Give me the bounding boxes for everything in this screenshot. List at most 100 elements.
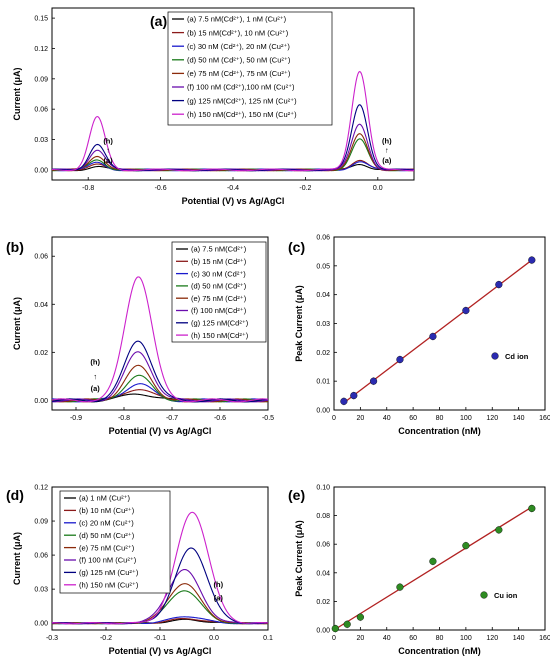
y-tick-label: 0.03 [34, 137, 48, 144]
x-tick-label: -0.9 [70, 415, 82, 422]
y-tick-label: 0.12 [34, 46, 48, 53]
x-tick-label: -0.2 [100, 635, 112, 642]
x-axis-label: Concentration (nM) [398, 426, 481, 436]
y-axis-label: Current (μA) [12, 297, 22, 350]
y-tick-label: 0.08 [316, 513, 330, 520]
legend-marker [480, 591, 488, 599]
legend-entry: (f) 100 nM (Cd²⁺),100 nM (Cu²⁺) [187, 83, 295, 92]
plot-frame [51, 236, 269, 411]
legend-entry: (h) 150 nM (Cu²⁺) [79, 581, 139, 590]
data-point [396, 583, 404, 591]
fit-line [333, 506, 533, 631]
data-point [528, 256, 536, 264]
legend-entry: (f) 100 nM (Cu²⁺) [79, 556, 137, 565]
legend-entry: (a) 7.5 nM(Cd²⁺), 1 nM (Cu²⁺) [187, 15, 287, 24]
series-line [51, 351, 269, 403]
legend-entry: (a) 1 nM (Cu²⁺) [79, 494, 131, 503]
legend-entry: (c) 30 nM (Cd²⁺), 20 nM (Cu²⁺) [187, 42, 290, 51]
x-tick-label: -0.8 [82, 185, 94, 192]
legend-box [59, 490, 171, 594]
y-tick-label: 0.03 [316, 321, 330, 328]
x-tick-label: 80 [436, 415, 444, 422]
x-tick-label: -0.5 [262, 415, 274, 422]
y-tick-label: 0.02 [34, 350, 48, 357]
legend-entry: (e) 75 nM (Cd²⁺) [191, 294, 247, 303]
curve-annotation: (a) [214, 593, 224, 602]
legend-entry: (h) 150 nM(Cd²⁺) [191, 331, 249, 340]
y-axis-label: Current (μA) [12, 67, 22, 120]
x-tick-label: 20 [356, 415, 364, 422]
curve-annotation: (a) [91, 384, 101, 393]
panel-label: (a) [150, 13, 167, 29]
legend-entry: (d) 50 nM (Cd²⁺), 50 nM (Cu²⁺) [187, 56, 291, 65]
data-point [495, 526, 503, 534]
y-axis-label: Peak Current (μA) [294, 285, 304, 362]
x-tick-label: 60 [409, 415, 417, 422]
x-tick-label: 0.1 [263, 635, 273, 642]
curve-annotation: (h) [214, 580, 224, 589]
legend-entry: (d) 50 nM (Cu²⁺) [79, 531, 135, 540]
panel-label: (b) [6, 239, 24, 255]
legend-entry: (g) 125 nM(Cd²⁺), 125 nM (Cu²⁺) [187, 96, 297, 105]
panel-label: (d) [6, 487, 24, 503]
curve-annotation: (h) [382, 137, 392, 146]
x-tick-label: 140 [513, 635, 525, 642]
plot-frame [333, 236, 546, 411]
legend-entry: Cu ion [494, 591, 518, 600]
x-tick-label: 100 [460, 635, 472, 642]
panel-label: (c) [288, 239, 305, 255]
x-tick-label: 0 [332, 415, 336, 422]
x-tick-label: -0.8 [118, 415, 130, 422]
x-tick-label: 100 [460, 415, 472, 422]
legend-entry: (b) 15 nM(Cd²⁺), 10 nM (Cu²⁺) [187, 28, 289, 37]
panel-label: (e) [288, 487, 305, 503]
legend-entry: (c) 20 nM (Cu²⁺) [79, 519, 134, 528]
x-tick-label: 20 [356, 635, 364, 642]
series-line [51, 511, 269, 625]
legend-entry: (h) 150 nM(Cd²⁺), 150 nM (Cu²⁺) [187, 110, 297, 119]
x-tick-label: -0.3 [46, 635, 58, 642]
data-point [429, 557, 437, 565]
legend-entry: (e) 75 nM (Cu²⁺) [79, 543, 135, 552]
y-tick-label: 0.00 [34, 621, 48, 628]
curve-annotation: ↑ [106, 146, 110, 155]
y-tick-label: 0.02 [316, 599, 330, 606]
series-line [51, 104, 415, 172]
data-point [396, 355, 404, 364]
legend-entry: (d) 50 nM (Cd²⁺) [191, 282, 247, 291]
y-tick-label: 0.03 [34, 587, 48, 594]
y-tick-label: 0.02 [316, 350, 330, 357]
data-point [331, 624, 339, 633]
curve-annotation: (a) [104, 156, 114, 165]
data-point [528, 504, 536, 513]
curve-annotation: ↑ [385, 146, 389, 155]
curve-annotation: (h) [103, 137, 113, 146]
x-axis-label: Concentration (nM) [398, 646, 481, 656]
y-tick-label: 0.05 [316, 263, 330, 270]
y-tick-label: 0.10 [316, 485, 330, 492]
data-point [462, 306, 470, 315]
x-tick-label: -0.7 [166, 415, 178, 422]
data-point [495, 280, 503, 289]
x-tick-label: 160 [539, 635, 550, 642]
y-tick-label: 0.01 [316, 379, 330, 386]
series-line [51, 276, 269, 403]
y-tick-label: 0.06 [316, 542, 330, 549]
x-tick-label: 120 [486, 635, 498, 642]
panel-c: 0 20 40 60 80 100 120 140 160 0.00 0.01 0.02 0.03 0.0… [288, 235, 550, 437]
y-tick-label: 0.00 [316, 408, 330, 415]
legend-box [167, 11, 333, 126]
x-tick-label: -0.4 [227, 185, 239, 192]
legend-entry: Cd ion [505, 352, 529, 361]
y-tick-label: 0.12 [34, 485, 48, 492]
series-line [51, 590, 269, 625]
data-point [462, 542, 470, 550]
x-tick-label: 140 [513, 415, 525, 422]
y-tick-label: 0.09 [34, 76, 48, 83]
y-tick-label: 0.04 [34, 302, 48, 309]
y-axis-label: Peak Current (μA) [294, 520, 304, 597]
x-tick-label: 40 [383, 635, 391, 642]
data-point [340, 397, 348, 405]
data-point [369, 377, 378, 385]
